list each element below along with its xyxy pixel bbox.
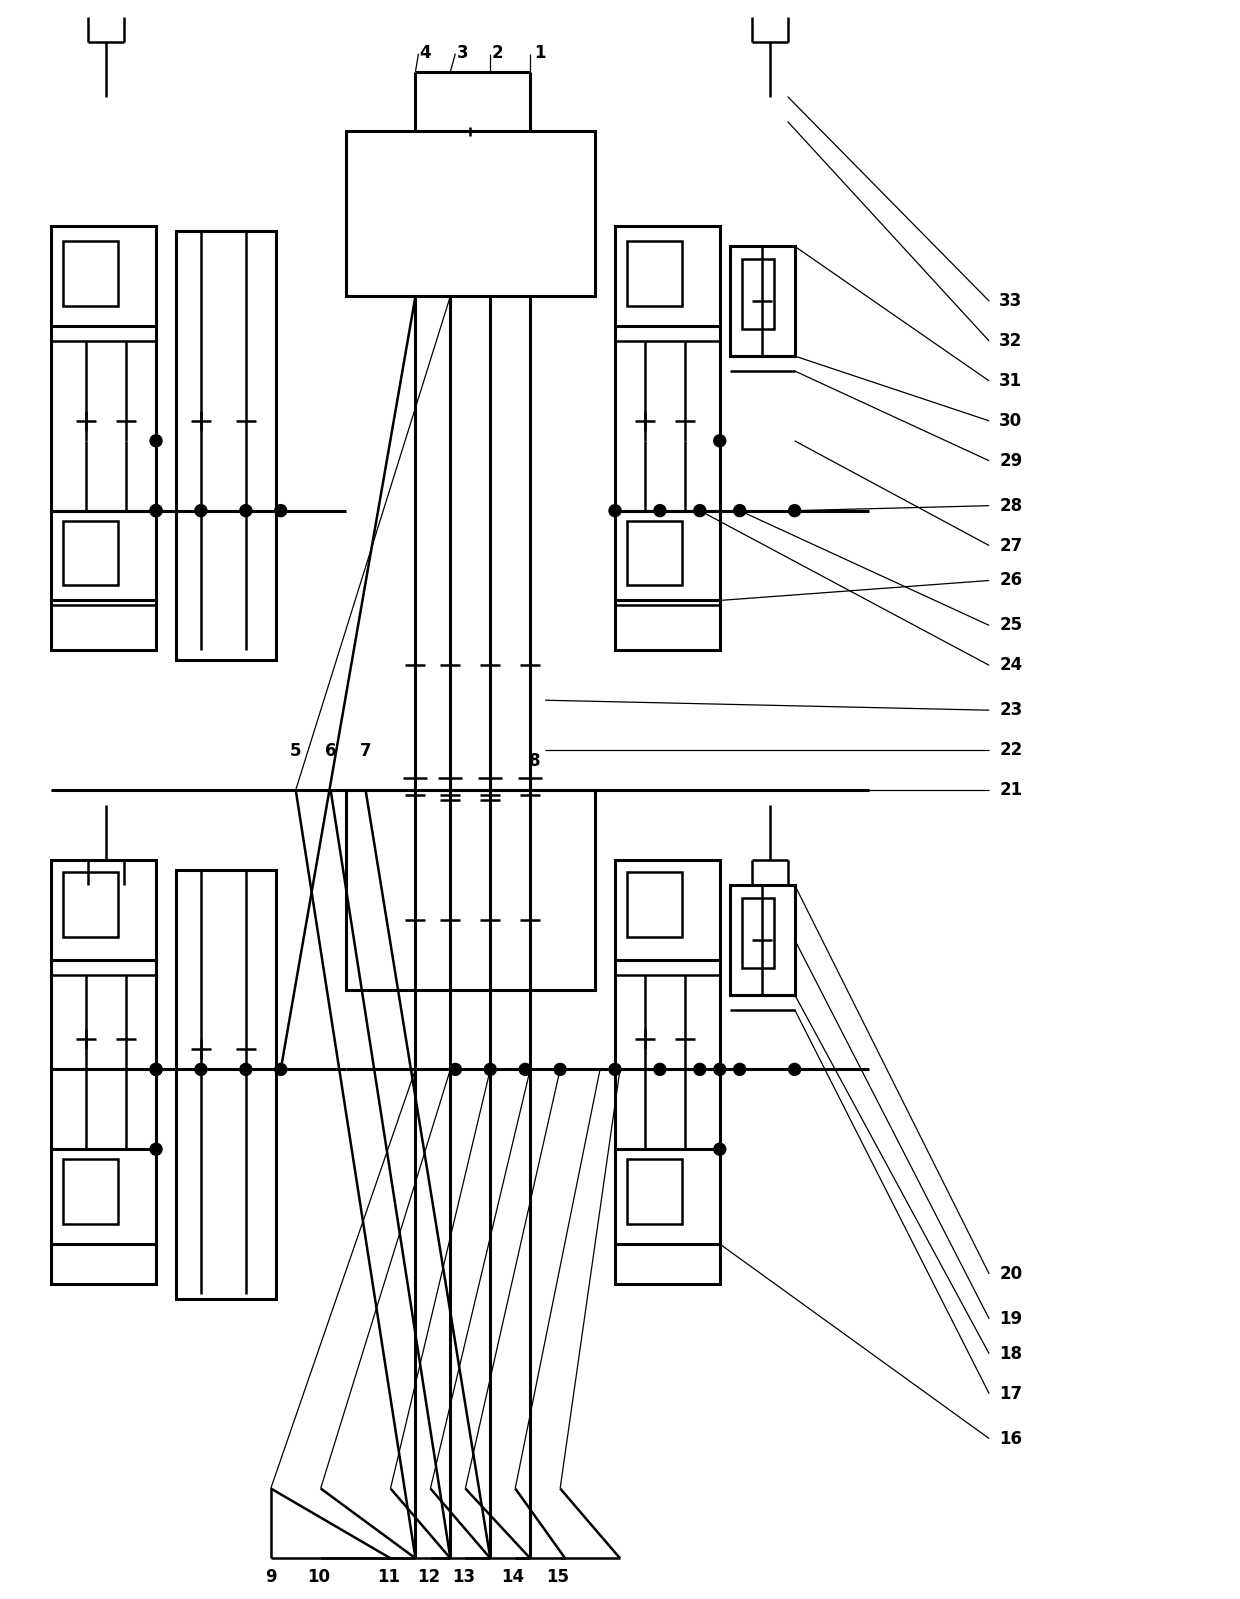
Bar bbox=[346, 790, 595, 990]
Circle shape bbox=[554, 1063, 567, 1076]
Text: 8: 8 bbox=[529, 752, 541, 771]
Circle shape bbox=[714, 1063, 725, 1076]
Text: 16: 16 bbox=[999, 1430, 1022, 1447]
Text: 14: 14 bbox=[502, 1569, 525, 1586]
Circle shape bbox=[734, 1063, 745, 1076]
Text: 17: 17 bbox=[999, 1385, 1022, 1402]
Circle shape bbox=[694, 505, 706, 516]
Bar bbox=[615, 227, 719, 651]
Text: 23: 23 bbox=[999, 702, 1023, 720]
Text: 9: 9 bbox=[265, 1569, 277, 1586]
Circle shape bbox=[275, 505, 286, 516]
Text: 21: 21 bbox=[999, 780, 1022, 800]
Bar bbox=[615, 227, 719, 326]
Text: 7: 7 bbox=[360, 742, 372, 760]
Bar bbox=[627, 241, 682, 305]
Circle shape bbox=[239, 505, 252, 516]
Circle shape bbox=[714, 1143, 725, 1154]
Circle shape bbox=[734, 505, 745, 516]
Bar bbox=[63, 1159, 118, 1225]
Bar bbox=[627, 1159, 682, 1225]
Text: 24: 24 bbox=[999, 656, 1023, 675]
Bar bbox=[176, 870, 275, 1298]
Circle shape bbox=[485, 1063, 496, 1076]
Circle shape bbox=[239, 1063, 252, 1076]
Circle shape bbox=[150, 435, 162, 446]
Circle shape bbox=[150, 1143, 162, 1154]
Text: 31: 31 bbox=[999, 373, 1022, 390]
Text: 25: 25 bbox=[999, 616, 1022, 635]
Text: 20: 20 bbox=[999, 1265, 1022, 1282]
Bar bbox=[176, 232, 275, 660]
Bar bbox=[51, 860, 156, 959]
Text: 4: 4 bbox=[419, 43, 432, 62]
Text: 11: 11 bbox=[377, 1569, 401, 1586]
Text: 5: 5 bbox=[290, 742, 301, 760]
Bar bbox=[615, 860, 719, 1284]
Circle shape bbox=[694, 1063, 706, 1076]
Text: 22: 22 bbox=[999, 740, 1023, 760]
Text: 28: 28 bbox=[999, 497, 1022, 515]
Bar bbox=[346, 131, 595, 296]
Circle shape bbox=[195, 1063, 207, 1076]
Circle shape bbox=[789, 1063, 801, 1076]
Text: 13: 13 bbox=[451, 1569, 475, 1586]
Circle shape bbox=[520, 1063, 531, 1076]
Bar bbox=[730, 246, 795, 357]
Circle shape bbox=[150, 1063, 162, 1076]
Circle shape bbox=[609, 1063, 621, 1076]
Text: 27: 27 bbox=[999, 537, 1023, 555]
Circle shape bbox=[653, 1063, 666, 1076]
Bar bbox=[51, 860, 156, 1284]
Circle shape bbox=[195, 505, 207, 516]
Bar bbox=[615, 510, 719, 606]
Text: 29: 29 bbox=[999, 453, 1023, 470]
Bar bbox=[627, 521, 682, 585]
Bar bbox=[742, 259, 774, 329]
Bar bbox=[615, 860, 719, 959]
Text: 19: 19 bbox=[999, 1310, 1022, 1327]
Text: 18: 18 bbox=[999, 1345, 1022, 1362]
Bar bbox=[615, 1150, 719, 1244]
Circle shape bbox=[275, 1063, 286, 1076]
Bar bbox=[730, 884, 795, 995]
Text: 6: 6 bbox=[325, 742, 336, 760]
Circle shape bbox=[449, 1063, 461, 1076]
Text: 2: 2 bbox=[491, 43, 503, 62]
Bar bbox=[742, 897, 774, 967]
Bar bbox=[51, 227, 156, 326]
Circle shape bbox=[653, 505, 666, 516]
Bar bbox=[63, 241, 118, 305]
Text: 3: 3 bbox=[456, 43, 469, 62]
Text: 10: 10 bbox=[308, 1569, 330, 1586]
Bar bbox=[51, 1150, 156, 1244]
Circle shape bbox=[150, 1063, 162, 1076]
Circle shape bbox=[609, 505, 621, 516]
Text: 12: 12 bbox=[417, 1569, 440, 1586]
Bar bbox=[63, 871, 118, 937]
Text: 32: 32 bbox=[999, 333, 1023, 350]
Text: 30: 30 bbox=[999, 413, 1022, 430]
Circle shape bbox=[150, 505, 162, 516]
Bar bbox=[51, 510, 156, 606]
Bar bbox=[63, 521, 118, 585]
Bar bbox=[627, 871, 682, 937]
Circle shape bbox=[150, 505, 162, 516]
Text: 1: 1 bbox=[534, 43, 546, 62]
Bar bbox=[51, 227, 156, 651]
Circle shape bbox=[714, 435, 725, 446]
Circle shape bbox=[789, 505, 801, 516]
Text: 26: 26 bbox=[999, 571, 1022, 590]
Text: 15: 15 bbox=[547, 1569, 569, 1586]
Text: 33: 33 bbox=[999, 293, 1023, 310]
